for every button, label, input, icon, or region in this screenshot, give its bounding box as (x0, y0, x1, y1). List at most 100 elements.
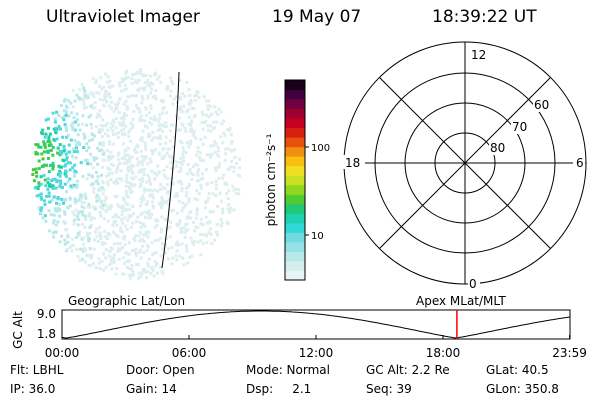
uv-pixel (146, 200, 150, 204)
uv-pixel (83, 96, 87, 100)
uv-pixel (69, 138, 73, 142)
uv-pixel (35, 194, 39, 198)
uv-pixel (170, 262, 174, 266)
uv-pixel (188, 255, 192, 259)
uv-pixel (63, 242, 67, 246)
uv-pixel (171, 82, 175, 86)
uv-pixel (98, 84, 101, 88)
uv-pixel (74, 185, 78, 189)
uv-pixel (55, 201, 58, 205)
uv-pixel (173, 194, 177, 198)
uv-pixel (141, 244, 145, 248)
uv-pixel (110, 267, 114, 271)
uv-pixel (53, 117, 57, 121)
uv-pixel (51, 184, 55, 188)
uv-pixel (47, 209, 51, 213)
uv-pixel (233, 156, 237, 160)
uv-pixel (97, 261, 101, 265)
uv-pixel (134, 247, 138, 251)
uv-pixel (61, 185, 64, 189)
uv-pixel (40, 197, 44, 201)
colorbar-cell (285, 165, 305, 176)
uv-pixel (117, 215, 121, 219)
uv-pixel (67, 143, 71, 147)
uv-pixel (226, 207, 230, 211)
uv-pixel (215, 120, 219, 124)
uv-pixel (143, 119, 147, 123)
uv-pixel (109, 151, 113, 155)
uv-pixel (233, 148, 237, 152)
uv-pixel (126, 95, 129, 99)
uv-pixel (226, 127, 229, 131)
colorbar-cell (285, 194, 305, 205)
uv-pixel (151, 152, 155, 156)
uv-pixel (98, 109, 102, 113)
uv-pixel (102, 188, 106, 192)
uv-pixel (213, 238, 217, 242)
colorbar-tick-label: 10 (311, 231, 324, 242)
uv-pixel (208, 153, 212, 157)
uv-pixel (50, 199, 54, 203)
uv-pixel (187, 88, 191, 91)
uv-pixel (39, 145, 43, 149)
uv-pixel (159, 215, 163, 219)
uv-pixel (61, 158, 65, 162)
uv-pixel (138, 119, 142, 123)
uv-pixel (140, 94, 144, 98)
uv-pixel (199, 159, 203, 163)
uv-pixel (46, 181, 50, 185)
uv-pixel (104, 248, 108, 252)
uv-pixel (206, 221, 210, 225)
uv-pixel (72, 222, 76, 226)
uv-pixel (58, 149, 62, 153)
uv-pixel (125, 176, 129, 180)
uv-pixel (123, 153, 127, 157)
uv-pixel (77, 217, 81, 221)
uv-pixel (180, 162, 184, 166)
uv-pixel (127, 135, 131, 138)
uv-pixel (39, 182, 43, 186)
uv-pixel (83, 135, 87, 139)
uv-pixel (103, 235, 107, 239)
uv-pixel (47, 191, 51, 195)
uv-pixel (107, 172, 111, 176)
uv-pixel (184, 129, 188, 133)
uv-pixel (82, 102, 86, 106)
uv-pixel (73, 99, 77, 103)
uv-pixel (151, 130, 155, 134)
uv-pixel (139, 256, 143, 260)
uv-pixel (122, 112, 126, 116)
uv-pixel (222, 131, 226, 135)
uv-pixel (127, 273, 131, 277)
uv-pixel (148, 257, 151, 261)
uv-pixel (195, 212, 199, 216)
uv-pixel (191, 165, 195, 169)
uv-pixel (120, 210, 124, 214)
uv-pixel (154, 118, 158, 121)
uv-pixel (76, 223, 80, 227)
uv-pixel (60, 151, 64, 155)
uv-pixel (184, 186, 188, 190)
uv-pixel (154, 97, 158, 101)
uv-pixel (71, 88, 75, 92)
uv-pixel (229, 141, 233, 145)
uv-pixel (34, 152, 38, 156)
uv-pixel (63, 238, 67, 242)
uv-pixel (114, 179, 118, 183)
uv-pixel (138, 68, 142, 72)
uv-pixel (154, 71, 158, 75)
uv-pixel (109, 85, 113, 89)
uv-pixel (142, 268, 146, 272)
uv-pixel (198, 156, 202, 160)
uv-pixel (215, 222, 219, 226)
uv-pixel (187, 183, 191, 187)
polar-label-12: 12 (471, 48, 486, 62)
uv-pixel (121, 132, 124, 136)
timeline-title-apex: Apex MLat/MLT (416, 294, 506, 308)
uv-pixel (222, 119, 226, 123)
uv-pixel (196, 146, 200, 149)
uv-pixel (74, 208, 78, 212)
uv-pixel (129, 166, 133, 170)
timeline-xtick-label: 23:59 (552, 346, 587, 360)
uv-pixel (62, 210, 66, 214)
